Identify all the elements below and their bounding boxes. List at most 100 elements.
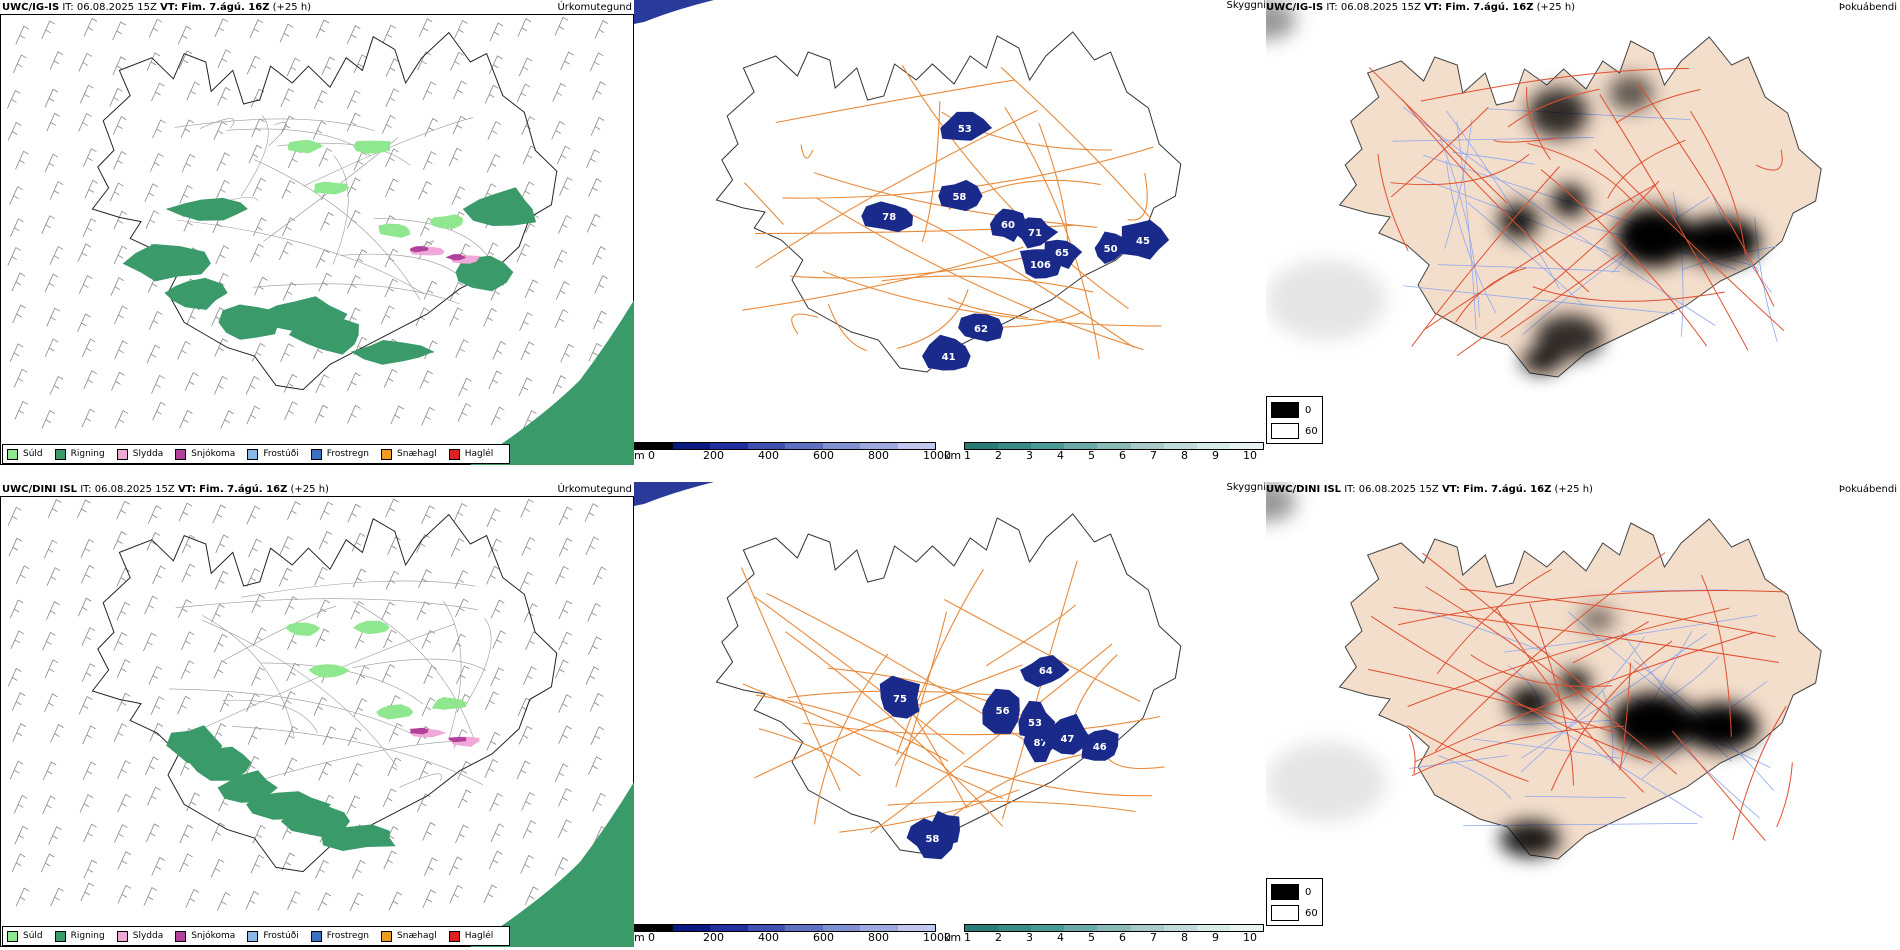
visibility-tick: 8	[1181, 931, 1188, 944]
fog-legend: 0 60	[1266, 396, 1323, 444]
visibility-tick: 5	[1088, 931, 1095, 944]
forecast-row: UWC/DINI ISL IT: 06.08.2025 15Z VT: Fim.…	[0, 482, 1900, 948]
precip-header: UWC/DINI ISL IT: 06.08.2025 15Z VT: Fim.…	[2, 484, 329, 496]
legend-label: Rigning	[70, 931, 105, 941]
cloudbase-tick: 0	[648, 931, 655, 944]
visibility-colorbar: km 1 2 3 4 5 6 7 8 9 10	[944, 442, 1264, 466]
legend-swatch	[116, 930, 128, 942]
precip-legend-item: Rigning	[54, 930, 105, 942]
legend-swatch	[310, 930, 322, 942]
cloudbase-value-label: 58	[952, 192, 966, 203]
cloudbase-colorbar: m 0 200 400 600 800 1000	[634, 442, 954, 466]
visibility-tick: 10	[1243, 449, 1257, 462]
lead-time: (+25 h)	[272, 2, 312, 13]
cloudbase-value-label: 78	[882, 212, 896, 223]
fog-map-svg	[1266, 0, 1822, 378]
precip-legend: Súld Rigning Slydda Snjókoma Frostúði Frostre…	[2, 444, 511, 464]
legend-swatch	[381, 930, 393, 942]
precip-legend-item: Rigning	[54, 448, 105, 460]
visibility-tick: 6	[1119, 449, 1126, 462]
precip-legend-item: Frostúði	[247, 448, 299, 460]
legend-label: Haglél	[464, 931, 494, 941]
legend-swatch	[381, 448, 393, 460]
cloud-title: Skyggni	[1226, 0, 1266, 11]
legend-swatch	[7, 448, 18, 460]
fog-legend-label: 60	[1305, 425, 1318, 437]
legend-label: Snjókoma	[191, 449, 236, 459]
lead-time: (+25 h)	[1536, 2, 1576, 13]
precip-legend-item: Snæhagl	[381, 930, 437, 942]
legend-label: Slydda	[132, 449, 164, 459]
legend-label: Haglél	[464, 449, 494, 459]
it-label: IT:	[62, 2, 74, 13]
cloudbase-tick: 400	[758, 931, 779, 944]
cloudbase-value-label: 56	[996, 706, 1010, 717]
cloudbase-tick: 1000	[923, 449, 951, 462]
visibility-tick: 1	[964, 931, 971, 944]
visibility-tick: 7	[1150, 931, 1157, 944]
cloudbase-visibility-map: 756456538747466258 Skyggni m020040060080…	[634, 482, 1266, 948]
legend-label: Snæhagl	[397, 449, 437, 459]
precip-title: Úrkomutegund	[557, 2, 632, 13]
legend-label: Súld	[23, 449, 43, 459]
fog-indicator-map: UWC/IG-IS IT: 06.08.2025 15Z VT: Fim. 7.…	[1266, 0, 1900, 466]
it-value: 06.08.2025 15Z	[76, 2, 157, 13]
vt-label: VT:	[1441, 484, 1460, 495]
visibility-tick: 4	[1057, 931, 1064, 944]
legend-swatch	[247, 930, 259, 942]
cloudbase-tick: 800	[868, 931, 889, 944]
cloudbase-tick: 200	[703, 449, 724, 462]
it-label: IT:	[1326, 2, 1338, 13]
visibility-tick: 2	[995, 931, 1002, 944]
cloudbase-value-label: 46	[1093, 742, 1107, 753]
cloudbase-tick: 800	[868, 449, 889, 462]
cloudbase-tick: 400	[758, 449, 779, 462]
visibility-tick: 2	[995, 449, 1002, 462]
cloudbase-visibility-map: 53 78 58 60 71 65 50 45 106 41 62 Skyggni m 0 200 400…	[634, 0, 1266, 466]
fog-legend-item: 60	[1271, 905, 1318, 921]
cloudbase-value-label: 106	[1030, 260, 1051, 271]
cloudbase-value-label: 50	[1104, 244, 1118, 255]
fog-legend-item: 0	[1271, 884, 1311, 900]
cloud-map-svg: 53 78 58 60 71 65 50 45 106 41 62	[634, 0, 1182, 373]
vt-label: VT:	[1424, 2, 1443, 13]
legend-swatch	[54, 448, 66, 460]
it-value: 06.08.2025 15Z	[94, 484, 175, 495]
visibility-tick: 5	[1088, 449, 1095, 462]
cloud-map-svg: 756456538747466258	[634, 482, 1182, 860]
precip-legend-item: Slydda	[116, 930, 163, 942]
model-name: UWC/IG-IS	[1266, 2, 1324, 13]
fog-legend-swatch	[1271, 423, 1299, 439]
visibility-tick: 9	[1212, 449, 1219, 462]
visibility-tick: 1	[964, 449, 971, 462]
fog-legend-label: 0	[1305, 886, 1312, 898]
legend-label: Snjókoma	[191, 931, 236, 941]
legend-swatch	[448, 930, 460, 942]
visibility-tick: 8	[1181, 449, 1188, 462]
precip-legend-item: Snæhagl	[381, 448, 437, 460]
precip-type-map: UWC/DINI ISL IT: 06.08.2025 15Z VT: Fim.…	[0, 482, 634, 948]
precip-title: Úrkomutegund	[557, 484, 632, 495]
legend-label: Frostregn	[326, 449, 370, 459]
cloudbase-value-label: 75	[893, 694, 907, 705]
legend-swatch	[310, 448, 322, 460]
fog-indicator-map: UWC/DINI ISL IT: 06.08.2025 15Z VT: Fim.…	[1266, 482, 1900, 948]
fog-title: Þokuábendi	[1838, 2, 1897, 13]
visibility-colorbar: km 1 2 3 4 5 6 7 8 9 10	[944, 924, 1264, 948]
model-name: UWC/DINI ISL	[2, 484, 78, 495]
fog-legend-item: 0	[1271, 402, 1311, 418]
visibility-tick: 6	[1119, 931, 1126, 944]
fog-legend-swatch	[1271, 905, 1299, 921]
visibility-tick: 3	[1026, 449, 1033, 462]
fog-map-svg	[1266, 482, 1822, 860]
legend-swatch	[116, 448, 128, 460]
precip-legend-item: Frostúði	[247, 930, 299, 942]
legend-swatch	[175, 930, 187, 942]
cloudbase-tick: 1000	[923, 931, 951, 944]
visibility-tick: 7	[1150, 449, 1157, 462]
it-value: 06.08.2025 15Z	[1358, 484, 1439, 495]
visibility-tick: 10	[1243, 931, 1257, 944]
cloudbase-tick: 200	[703, 931, 724, 944]
cloudbase-value-label: 58	[925, 834, 939, 845]
precip-legend-item: Snjókoma	[175, 930, 236, 942]
